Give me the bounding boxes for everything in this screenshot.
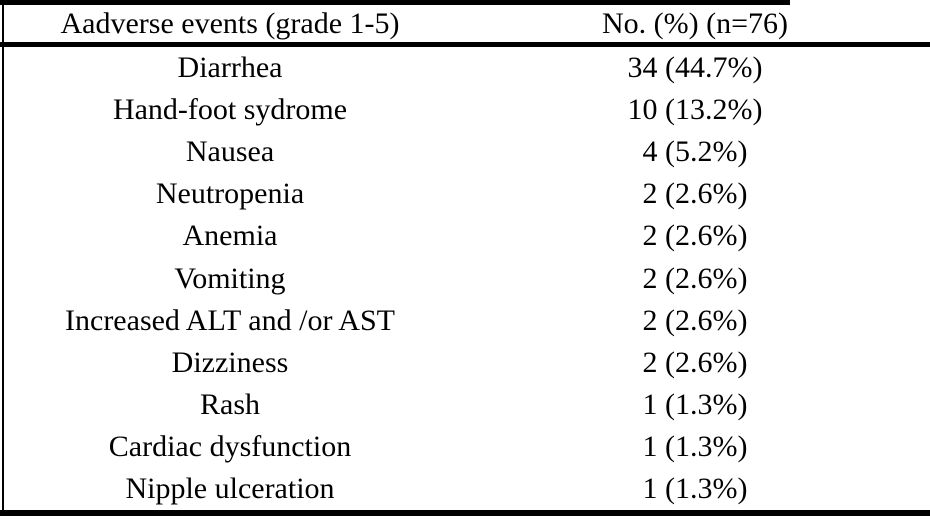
event-cell: Hand-foot sydrome xyxy=(112,93,348,127)
event-cell: Diarrhea xyxy=(177,51,283,85)
table-row: Anemia 2 (2.6%) xyxy=(0,215,930,257)
count-cell: 1 (1.3%) xyxy=(642,387,748,421)
table-row: Neutropenia 2 (2.6%) xyxy=(0,173,930,215)
table-row: Increased ALT and /or AST 2 (2.6%) xyxy=(0,300,930,342)
count-cell: 2 (2.6%) xyxy=(642,219,748,253)
event-cell: Rash xyxy=(200,387,260,421)
header-underline-rule xyxy=(0,42,930,47)
table-body: Diarrhea 34 (44.7%) Hand-foot sydrome 10… xyxy=(0,47,930,510)
table-header-row: Aadverse events (grade 1-5) No. (%) (n=7… xyxy=(0,5,930,42)
header-adverse-events: Aadverse events (grade 1-5) xyxy=(60,6,400,40)
count-cell: 1 (1.3%) xyxy=(642,429,748,463)
table-row: Cardiac dysfunction 1 (1.3%) xyxy=(0,426,930,468)
event-cell: Vomiting xyxy=(174,261,286,295)
table-row: Vomiting 2 (2.6%) xyxy=(0,257,930,299)
count-cell: 4 (5.2%) xyxy=(642,135,748,169)
event-cell: Nausea xyxy=(185,135,275,169)
count-cell: 2 (2.6%) xyxy=(642,345,748,379)
table-row: Rash 1 (1.3%) xyxy=(0,384,930,426)
header-no-percent: No. (%) (n=76) xyxy=(601,6,789,40)
count-cell: 34 (44.7%) xyxy=(627,51,763,85)
count-cell: 2 (2.6%) xyxy=(642,261,748,295)
table-row: Nausea 4 (5.2%) xyxy=(0,131,930,173)
table-row: Nipple ulceration 1 (1.3%) xyxy=(0,468,930,510)
count-cell: 10 (13.2%) xyxy=(627,93,763,127)
count-cell: 1 (1.3%) xyxy=(642,471,748,505)
event-cell: Neutropenia xyxy=(155,177,305,211)
top-border-rule xyxy=(0,0,790,5)
event-cell: Anemia xyxy=(182,219,278,253)
event-cell: Increased ALT and /or AST xyxy=(65,303,395,337)
left-border-rule xyxy=(2,0,4,516)
bottom-border-rule xyxy=(0,510,930,516)
table-row: Dizziness 2 (2.6%) xyxy=(0,342,930,384)
table-row: Diarrhea 34 (44.7%) xyxy=(0,47,930,89)
event-cell: Cardiac dysfunction xyxy=(108,429,352,463)
event-cell: Dizziness xyxy=(171,345,289,379)
count-cell: 2 (2.6%) xyxy=(642,177,748,211)
table-row: Hand-foot sydrome 10 (13.2%) xyxy=(0,89,930,131)
count-cell: 2 (2.6%) xyxy=(642,303,748,337)
event-cell: Nipple ulceration xyxy=(125,471,335,505)
